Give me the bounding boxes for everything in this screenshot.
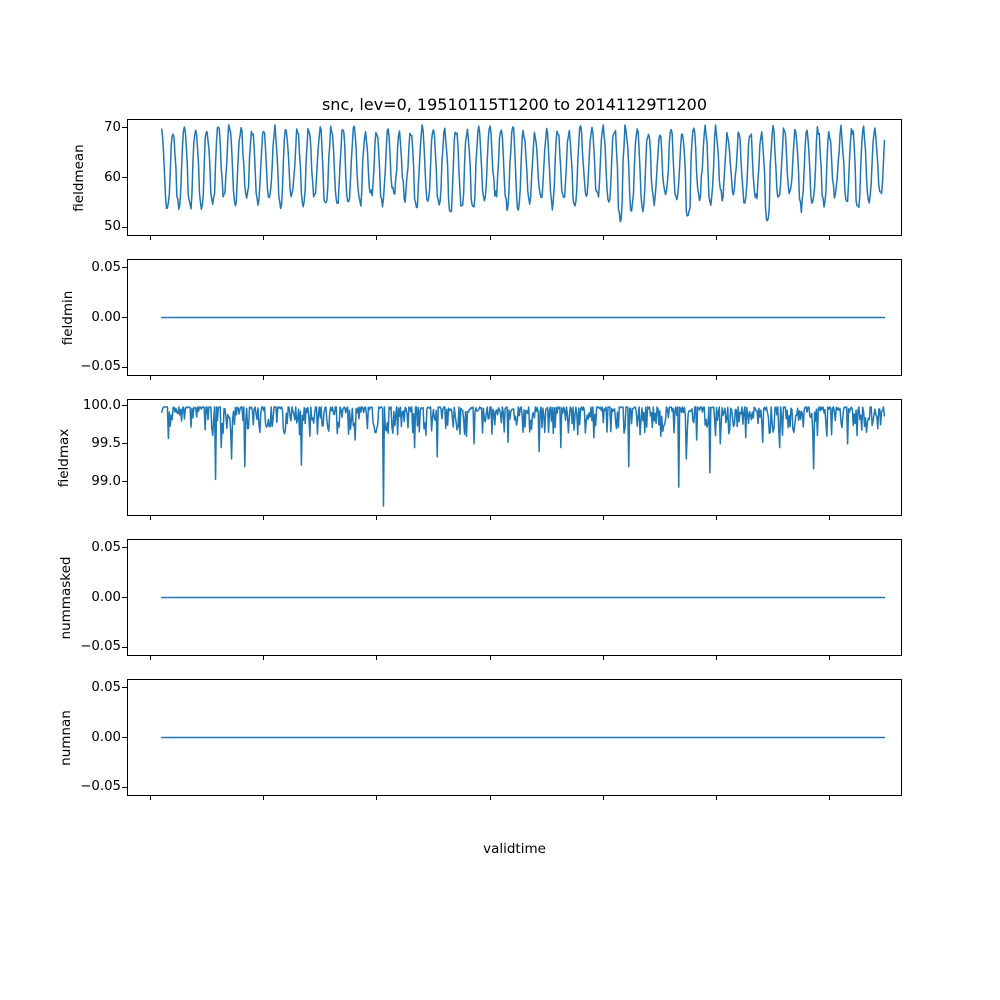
y-tick-label: 99.0: [91, 473, 121, 489]
x-tick-mark: [263, 656, 265, 660]
x-tick-mark: [263, 516, 265, 520]
x-axis-label: validtime: [483, 841, 546, 857]
nummasked-line: [161, 596, 886, 599]
y-tick-label: 50: [104, 219, 121, 235]
fieldmean-line: [161, 124, 886, 223]
x-tick-mark: [829, 516, 831, 520]
x-tick-mark: [716, 376, 717, 380]
x-tick-mark: [149, 656, 151, 660]
y-tick-mark: [122, 737, 127, 738]
y-tick-mark: [122, 317, 127, 318]
x-tick-mark: [829, 656, 831, 660]
y-tick-label: 99.5: [91, 435, 121, 451]
x-tick-mark: [376, 656, 378, 660]
y-tick-mark: [122, 405, 127, 407]
plot-area-fieldmean: [127, 119, 902, 236]
x-tick-mark: [489, 376, 491, 380]
fieldmax-line: [161, 406, 886, 507]
y-tick-mark: [122, 547, 127, 549]
y-tick-mark: [122, 267, 127, 269]
fieldmax-polyline: [161, 406, 886, 507]
x-tick-mark: [716, 516, 717, 520]
x-tick-mark: [716, 656, 717, 660]
x-tick-mark: [263, 376, 265, 380]
y-tick-mark: [122, 646, 127, 648]
y-tick-label: 60: [104, 169, 121, 185]
y-tick-label: 0.05: [91, 539, 121, 555]
y-tick-label: 0.05: [91, 259, 121, 275]
y-tick-label: −0.05: [80, 779, 121, 795]
plot-area-fieldmax: [127, 399, 902, 516]
plot-area-nummasked: [127, 539, 902, 656]
x-tick-mark: [263, 236, 265, 240]
chart-title: snc, lev=0, 19510115T1200 to 20141129T12…: [321, 95, 708, 114]
y-tick-label: 0.00: [91, 729, 121, 745]
x-tick-mark: [489, 516, 491, 520]
x-tick-mark: [602, 656, 604, 660]
y-tick-mark: [122, 786, 127, 788]
plot-area-fieldmin: [127, 259, 902, 376]
y-tick-label: 0.00: [91, 309, 121, 325]
plot-area-numnan: [127, 679, 902, 796]
x-tick-mark: [263, 796, 265, 800]
x-tick-mark: [602, 376, 604, 380]
y-tick-label: −0.05: [80, 639, 121, 655]
x-tick-mark: [602, 516, 604, 520]
y-tick-label: −0.05: [80, 359, 121, 375]
y-tick-mark: [122, 366, 127, 368]
x-tick-mark: [829, 796, 831, 800]
x-tick-mark: [149, 796, 151, 800]
x-tick-mark: [376, 236, 378, 240]
x-tick-mark: [149, 376, 151, 380]
x-tick-mark: [376, 516, 378, 520]
fieldmean-polyline: [161, 124, 886, 223]
x-tick-mark: [149, 516, 151, 520]
x-tick-mark: [716, 796, 717, 800]
y-tick-label: 100.0: [82, 397, 121, 413]
y-tick-label: 0.05: [91, 679, 121, 695]
x-tick-mark: [149, 236, 151, 240]
y-tick-label: 0.00: [91, 589, 121, 605]
y-tick-mark: [122, 687, 127, 689]
x-tick-mark: [829, 236, 831, 240]
x-tick-mark: [489, 656, 491, 660]
x-tick-mark: [376, 796, 378, 800]
y-tick-mark: [122, 481, 127, 483]
fieldmin-line: [161, 316, 886, 319]
numnan-line: [161, 736, 886, 739]
y-tick-mark: [122, 597, 127, 598]
y-tick-mark: [122, 127, 127, 129]
x-tick-mark: [602, 796, 604, 800]
y-tick-mark: [122, 226, 127, 228]
x-tick-mark: [829, 376, 831, 380]
x-tick-mark: [716, 236, 717, 240]
x-tick-mark: [489, 796, 491, 800]
y-tick-mark: [122, 177, 127, 178]
x-tick-mark: [489, 236, 491, 240]
y-tick-label: 70: [104, 119, 121, 135]
x-tick-mark: [602, 236, 604, 240]
y-tick-mark: [122, 443, 127, 445]
x-tick-mark: [376, 376, 378, 380]
